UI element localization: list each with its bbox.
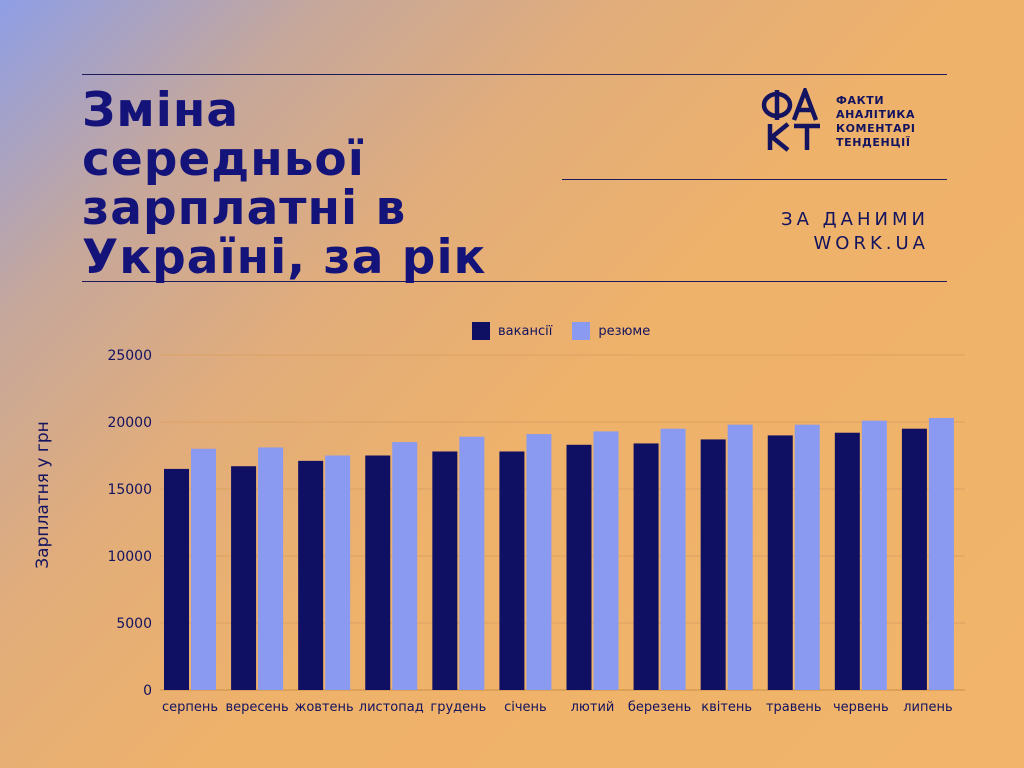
title-line-3: зарплатні в <box>82 181 407 236</box>
y-tick-label: 20000 <box>107 415 152 431</box>
legend-label-vacancies: вакансії <box>498 323 553 339</box>
bar-vacancies <box>633 443 659 690</box>
logo-line-2: АНАЛІТИКА <box>836 108 916 121</box>
page-title: Зміна середньої зарплатні в Україні, за … <box>82 86 502 282</box>
bar-resumes <box>325 455 351 690</box>
x-tick-label: вересень <box>225 700 288 715</box>
legend-swatch-vacancies <box>472 322 490 340</box>
title-line-1: Зміна <box>82 83 240 138</box>
middle-right-rule <box>562 179 947 180</box>
bar-resumes <box>258 447 284 690</box>
x-tick-label: грудень <box>430 700 486 715</box>
bar-vacancies <box>499 451 525 690</box>
bar-vacancies <box>834 432 860 690</box>
bar-resumes <box>191 448 216 690</box>
x-tick-label: жовтень <box>295 700 354 715</box>
bar-resumes <box>459 436 485 690</box>
source-line-1: ЗА ДАНИМИ <box>781 209 929 230</box>
title-line-2: середньої <box>82 132 365 187</box>
source-line-2: WORK.UA <box>813 233 929 254</box>
y-tick-label: 10000 <box>107 549 152 565</box>
legend-item-vacancies: вакансії <box>472 322 552 340</box>
bar-resumes <box>392 442 418 690</box>
x-tick-label: лютий <box>571 700 615 715</box>
bar-resumes <box>727 424 753 690</box>
x-tick-label: червень <box>833 700 889 715</box>
bar-resumes <box>660 428 686 690</box>
bar-resumes <box>526 434 552 690</box>
title-line-4: Україні, за рік <box>82 230 487 285</box>
source-note: ЗА ДАНИМИ WORK.UA <box>781 208 929 256</box>
logo-line-3: КОМЕНТАРІ <box>836 122 916 135</box>
legend-swatch-resumes <box>572 322 591 340</box>
x-tick-label: листопад <box>359 700 424 715</box>
logo-line-1: ФАКТИ <box>836 94 885 107</box>
legend-item-resumes: резюме <box>572 322 650 340</box>
logo-line-4: ТЕНДЕНЦІЇ <box>836 136 911 149</box>
bar-vacancies <box>164 468 189 690</box>
logo-mark-icon <box>761 88 820 152</box>
bar-vacancies <box>700 439 726 690</box>
bottom-rule <box>82 281 947 282</box>
y-tick-label: 0 <box>143 683 152 699</box>
y-tick-label: 25000 <box>107 348 152 364</box>
bar-vacancies <box>298 460 324 690</box>
bar-resumes <box>861 420 887 690</box>
x-tick-label: квітень <box>701 700 752 715</box>
logo-wordmark: ФАКТИ АНАЛІТИКА КОМЕНТАРІ ТЕНДЕНЦІЇ <box>836 94 916 150</box>
bar-vacancies <box>901 428 927 690</box>
x-tick-label: серпень <box>162 700 218 715</box>
bar-vacancies <box>432 451 458 690</box>
bar-resumes <box>593 431 619 690</box>
chart-legend: вакансії резюме <box>472 322 650 340</box>
y-tick-label: 5000 <box>116 616 152 632</box>
legend-label-resumes: резюме <box>598 323 651 339</box>
y-tick-label: 15000 <box>107 482 152 498</box>
bar-resumes <box>928 417 954 690</box>
x-tick-label: липень <box>903 700 952 715</box>
x-tick-label: травень <box>766 700 822 715</box>
bar-vacancies <box>566 444 592 690</box>
bar-vacancies <box>767 435 793 690</box>
bar-vacancies <box>231 466 257 690</box>
x-tick-label: січень <box>504 700 547 715</box>
top-rule <box>82 74 947 75</box>
bar-vacancies <box>365 455 391 690</box>
bar-resumes <box>794 424 820 690</box>
x-tick-label: березень <box>628 700 691 715</box>
